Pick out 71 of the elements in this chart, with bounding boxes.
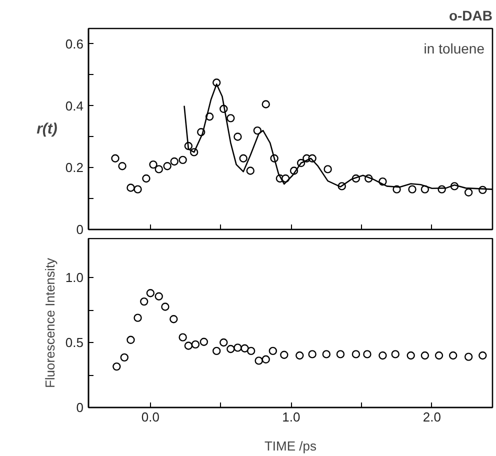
- x-axis-title: TIME /ps: [264, 438, 318, 454]
- point: [464, 188, 473, 196]
- x-tick-label: 1.0: [282, 410, 300, 424]
- annotation: in toluene: [424, 40, 485, 56]
- point: [154, 292, 163, 300]
- point: [126, 336, 135, 344]
- point: [226, 344, 235, 354]
- point: [154, 165, 163, 174]
- point: [246, 166, 254, 175]
- point: [262, 100, 270, 108]
- point: [191, 340, 200, 349]
- point: [408, 185, 416, 194]
- point: [200, 338, 208, 346]
- point: [434, 351, 444, 360]
- point: [324, 165, 332, 174]
- point: [226, 114, 235, 122]
- point: [322, 350, 330, 358]
- point: [448, 351, 458, 360]
- y-axis-title: r(t): [36, 120, 58, 138]
- point: [146, 289, 155, 298]
- point: [268, 346, 278, 356]
- point: [234, 344, 242, 352]
- point: [246, 346, 256, 356]
- point: [212, 346, 221, 356]
- point: [178, 156, 187, 164]
- point: [140, 297, 148, 306]
- chart-title: o-DAB: [448, 8, 492, 24]
- point: [464, 352, 473, 361]
- point: [254, 356, 263, 365]
- point: [391, 350, 400, 358]
- point: [420, 351, 430, 360]
- y-tick-label: 0: [76, 400, 84, 415]
- point: [296, 351, 304, 360]
- x-tick-label: 2.0: [422, 410, 442, 424]
- y-tick-label: 0.2: [65, 160, 84, 176]
- y-tick-label: 0.5: [65, 335, 84, 350]
- point: [118, 162, 126, 170]
- point: [112, 362, 121, 371]
- point: [170, 315, 178, 324]
- point: [170, 157, 178, 166]
- point: [336, 350, 345, 358]
- point: [184, 342, 193, 350]
- y-tick-label: 0.6: [65, 36, 84, 52]
- point: [234, 132, 242, 141]
- point: [178, 333, 187, 342]
- point: [253, 126, 262, 135]
- point: [126, 184, 135, 192]
- point: [478, 351, 487, 360]
- point: [142, 174, 150, 183]
- point: [111, 154, 120, 162]
- point: [406, 351, 415, 360]
- point: [134, 185, 142, 194]
- point: [280, 350, 288, 359]
- point: [240, 344, 249, 352]
- point: [308, 350, 316, 358]
- point: [363, 350, 372, 358]
- point: [239, 154, 248, 162]
- y-axis-title: Fluorescence Intensity: [42, 257, 58, 388]
- point: [134, 314, 142, 322]
- x-tick-label: 0.0: [141, 410, 160, 424]
- y-tick-label: 0: [76, 222, 84, 237]
- y-tick-label: 0.4: [65, 98, 84, 114]
- point: [220, 338, 228, 347]
- y-tick-label: 1.0: [65, 270, 84, 285]
- point: [352, 350, 360, 358]
- point: [262, 355, 270, 364]
- point: [378, 351, 387, 360]
- point: [161, 302, 170, 311]
- point: [163, 162, 172, 170]
- point: [120, 353, 128, 362]
- point: [149, 160, 158, 169]
